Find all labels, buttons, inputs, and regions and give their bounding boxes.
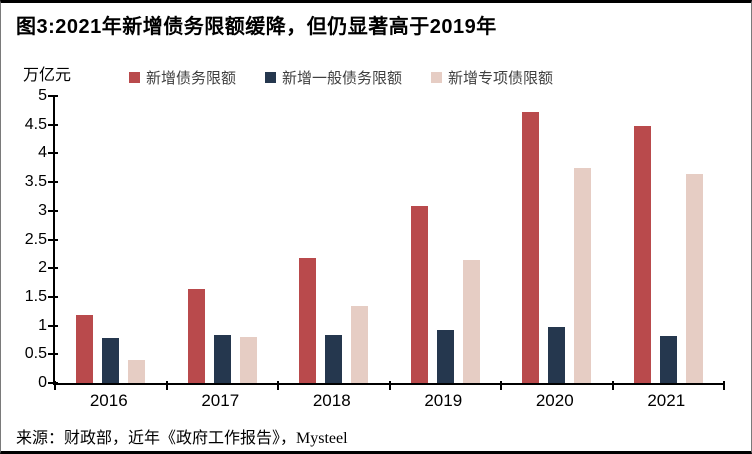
plot-area [48, 95, 725, 390]
y-tick-mark [48, 295, 58, 298]
bar [128, 360, 146, 383]
y-tick-mark [48, 181, 58, 184]
legend-item: 新增一般债务限额 [265, 67, 402, 88]
bar [351, 305, 369, 383]
y-tick-label: 3 [38, 201, 47, 219]
bar [462, 259, 480, 383]
legend-label: 新增专项债限额 [448, 70, 554, 87]
legend: 新增债务限额 新增一般债务限额 新增专项债限额 [129, 67, 553, 88]
x-tick-mark [165, 381, 168, 390]
bar [548, 326, 566, 383]
x-tick-mark [388, 381, 391, 390]
bar [239, 337, 257, 383]
source-note: 来源：财政部，近年《政府工作报告》，Mysteel [16, 430, 348, 447]
x-tick-mark [277, 381, 279, 390]
y-tick-label: 1 [38, 316, 47, 334]
y-tick-label: 0 [38, 374, 47, 391]
y-tick-label: 2.5 [24, 230, 47, 248]
legend-label: 新增一般债务限额 [282, 70, 403, 87]
y-tick-mark [48, 382, 58, 384]
y-tick-label: 3.5 [24, 173, 47, 191]
legend-item: 新增专项债限额 [431, 67, 553, 88]
y-tick-mark [48, 267, 58, 270]
x-tick-mark [54, 381, 56, 390]
bar-group [167, 96, 279, 383]
bar [522, 111, 540, 383]
bar [436, 329, 454, 383]
legend-item: 新增债务限额 [129, 67, 236, 88]
x-tick-label: 2016 [89, 391, 128, 410]
y-tick-mark [48, 95, 58, 97]
legend-swatch-icon [265, 72, 277, 83]
bar-group [501, 96, 613, 383]
x-tick-label: 2017 [201, 391, 240, 410]
bar-group [55, 96, 167, 383]
x-tick-label: 2018 [312, 391, 351, 410]
y-tick-mark [48, 353, 58, 356]
bar [685, 173, 703, 383]
bar-group [278, 96, 390, 383]
y-tick-label: 5 [38, 87, 47, 104]
y-tick-label: 4 [38, 144, 47, 162]
legend-swatch-icon [129, 72, 140, 83]
y-tick-mark [48, 209, 58, 212]
bar [187, 289, 205, 383]
bar [410, 206, 428, 383]
bar [213, 335, 231, 383]
x-tick-mark [500, 381, 502, 390]
legend-swatch-icon [431, 72, 443, 83]
y-tick-label: 1.5 [24, 287, 47, 305]
x-tick-label: 2020 [535, 391, 574, 410]
y-tick-mark [48, 152, 58, 155]
y-axis-unit-label: 万亿元 [23, 67, 72, 84]
bar-group [613, 96, 725, 383]
bar [76, 315, 94, 383]
x-tick-mark [723, 381, 725, 390]
x-tick-label: 2021 [647, 391, 686, 410]
y-tick-label: 2 [38, 259, 47, 277]
bar [325, 335, 343, 383]
y-tick-mark [48, 123, 58, 126]
x-tick-label: 2019 [424, 391, 463, 410]
bar-group [390, 96, 502, 383]
chart-title: 图3:2021年新增债务限额缓降，但仍显著高于2019年 [16, 16, 497, 38]
y-axis: 0 0.5 1 1.5 2 2.5 3 3.5 4 4.5 5 [1, 87, 47, 391]
y-tick-label: 0.5 [24, 345, 47, 363]
legend-label: 新增债务限额 [146, 70, 237, 87]
bar [633, 126, 651, 383]
y-tick-mark [48, 324, 58, 327]
bar [659, 335, 677, 383]
x-axis: 2016 2017 2018 2019 2020 2021 [53, 391, 722, 413]
y-tick-label: 4.5 [24, 115, 47, 133]
bar [102, 338, 120, 383]
bar [574, 167, 592, 383]
bar [299, 257, 317, 383]
y-tick-mark [48, 238, 58, 241]
x-tick-mark [611, 381, 614, 390]
